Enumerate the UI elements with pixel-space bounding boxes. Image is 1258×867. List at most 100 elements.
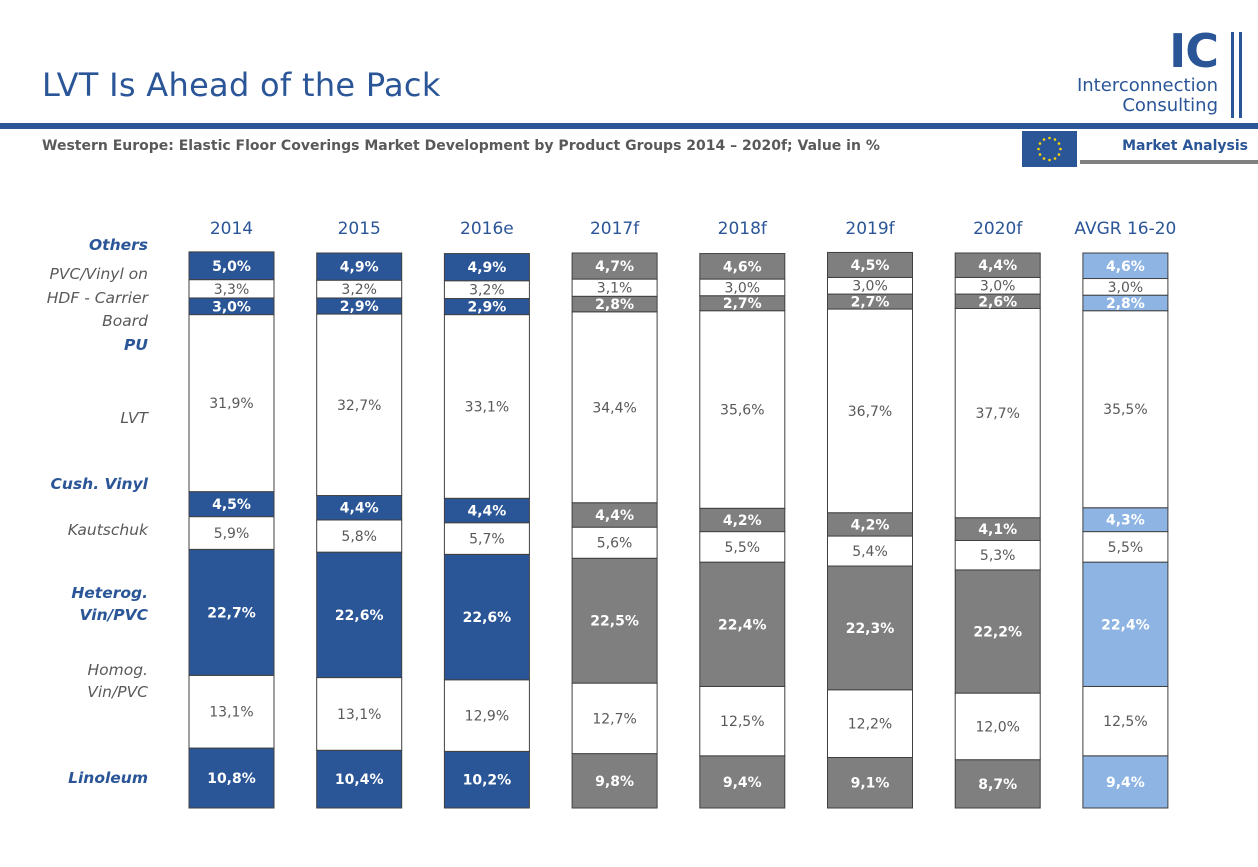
bar-segment <box>954 692 1041 761</box>
column-header-avgr-16-20: AVGR 16-20 <box>1074 219 1176 239</box>
bar-segment <box>571 682 658 755</box>
bar-segment <box>699 310 786 509</box>
data-label: 4,6% <box>1106 259 1145 275</box>
data-label: 35,6% <box>720 403 764 419</box>
logo-line-2: Consulting <box>1122 95 1218 116</box>
bar-segment <box>827 565 913 691</box>
bar-segment <box>316 519 403 553</box>
column-header-2014: 2014 <box>210 219 253 239</box>
bar-segment <box>188 674 275 749</box>
row-label: Others <box>89 236 148 254</box>
row-label: Heterog. <box>71 584 148 602</box>
data-label: 2,7% <box>851 295 890 311</box>
data-label: 5,4% <box>852 544 888 560</box>
data-label: 3,2% <box>469 283 505 299</box>
bar-segment <box>571 753 658 809</box>
data-label: 12,9% <box>465 709 509 725</box>
data-label: 5,7% <box>469 532 505 548</box>
data-label: 5,6% <box>597 536 633 552</box>
data-label: 4,2% <box>723 513 762 529</box>
bar-segment <box>443 253 530 282</box>
data-label: 2,7% <box>723 296 762 312</box>
bar-segment <box>188 516 275 550</box>
bar-segment <box>827 756 913 809</box>
bar-segment <box>188 491 275 518</box>
data-label: 10,2% <box>463 773 512 789</box>
bar-segment <box>443 679 530 752</box>
data-label: 4,4% <box>595 508 634 524</box>
row-label: Homog. <box>88 661 149 679</box>
data-label: 4,9% <box>467 260 506 276</box>
data-label: 3,0% <box>980 279 1016 295</box>
data-label: 36,7% <box>848 404 892 420</box>
data-label: 37,7% <box>975 406 1019 422</box>
bar-segment <box>316 252 403 281</box>
bar-segment <box>571 526 658 559</box>
data-label: 4,9% <box>340 260 379 276</box>
bar-segment <box>571 311 658 504</box>
column-header-2019f: 2019f <box>845 219 895 239</box>
bar-segment <box>316 551 403 679</box>
bar-segment <box>827 251 913 278</box>
bar-segment <box>1082 561 1169 687</box>
data-label: 4,6% <box>723 259 762 275</box>
row-label: LVT <box>120 409 149 427</box>
bar-segment <box>827 308 913 514</box>
row-label: Vin/PVC <box>80 606 149 624</box>
bar-segment <box>699 561 786 687</box>
column-header-2017f: 2017f <box>590 219 640 239</box>
data-label: 3,2% <box>341 282 377 298</box>
data-label: 3,3% <box>214 282 250 298</box>
bar-segment <box>316 495 403 521</box>
data-label: 5,9% <box>214 526 250 542</box>
data-label: 12,7% <box>592 711 636 727</box>
data-label: 4,1% <box>978 522 1017 538</box>
bar-segment <box>1082 252 1169 280</box>
bar-segment <box>188 251 275 281</box>
title-divider <box>0 123 1258 129</box>
data-label: 4,5% <box>851 258 890 274</box>
data-label: 4,4% <box>340 501 379 517</box>
data-label: 4,2% <box>851 517 890 533</box>
data-label: 4,4% <box>978 258 1017 274</box>
logo-line-1: Interconnection <box>1076 75 1218 96</box>
bar-segment <box>954 308 1041 519</box>
data-label: 4,7% <box>595 259 634 275</box>
data-label: 3,0% <box>1108 280 1144 296</box>
logo-mark: IC <box>1169 24 1219 78</box>
data-label: 22,5% <box>590 614 639 630</box>
logo-bar <box>1239 32 1242 118</box>
bar-segment <box>188 314 275 493</box>
data-label: 2,8% <box>595 297 634 313</box>
column-header-2018f: 2018f <box>718 219 768 239</box>
data-label: 10,8% <box>207 771 256 787</box>
bar-segment <box>1082 755 1169 809</box>
data-label: 22,6% <box>335 608 384 624</box>
data-label: 3,1% <box>597 281 633 297</box>
page-title: LVT Is Ahead of the Pack <box>42 66 441 104</box>
column-header-2015: 2015 <box>338 219 381 239</box>
bar-segment <box>443 553 530 681</box>
bar-segment <box>1082 310 1169 509</box>
bar-segment <box>699 755 786 809</box>
data-label: 9,4% <box>723 775 762 791</box>
data-label: 2,8% <box>1106 296 1145 312</box>
bar-segment <box>316 313 403 497</box>
bar-segment <box>443 314 530 499</box>
data-label: 31,9% <box>209 396 253 412</box>
bar-segment <box>571 252 658 280</box>
section-label: Market Analysis <box>1122 138 1248 154</box>
data-label: 22,7% <box>207 605 256 621</box>
data-label: 2,9% <box>340 299 379 315</box>
data-label: 13,1% <box>337 707 381 723</box>
data-label: 5,5% <box>725 540 761 556</box>
bar-segment <box>699 531 786 563</box>
data-label: 3,0% <box>725 280 761 296</box>
data-label: 12,5% <box>720 714 764 730</box>
data-label: 9,4% <box>1106 775 1145 791</box>
data-label: 5,5% <box>1108 540 1144 556</box>
row-label: Linoleum <box>68 769 148 787</box>
bar-segment <box>954 569 1041 694</box>
data-label: 5,3% <box>980 548 1016 564</box>
